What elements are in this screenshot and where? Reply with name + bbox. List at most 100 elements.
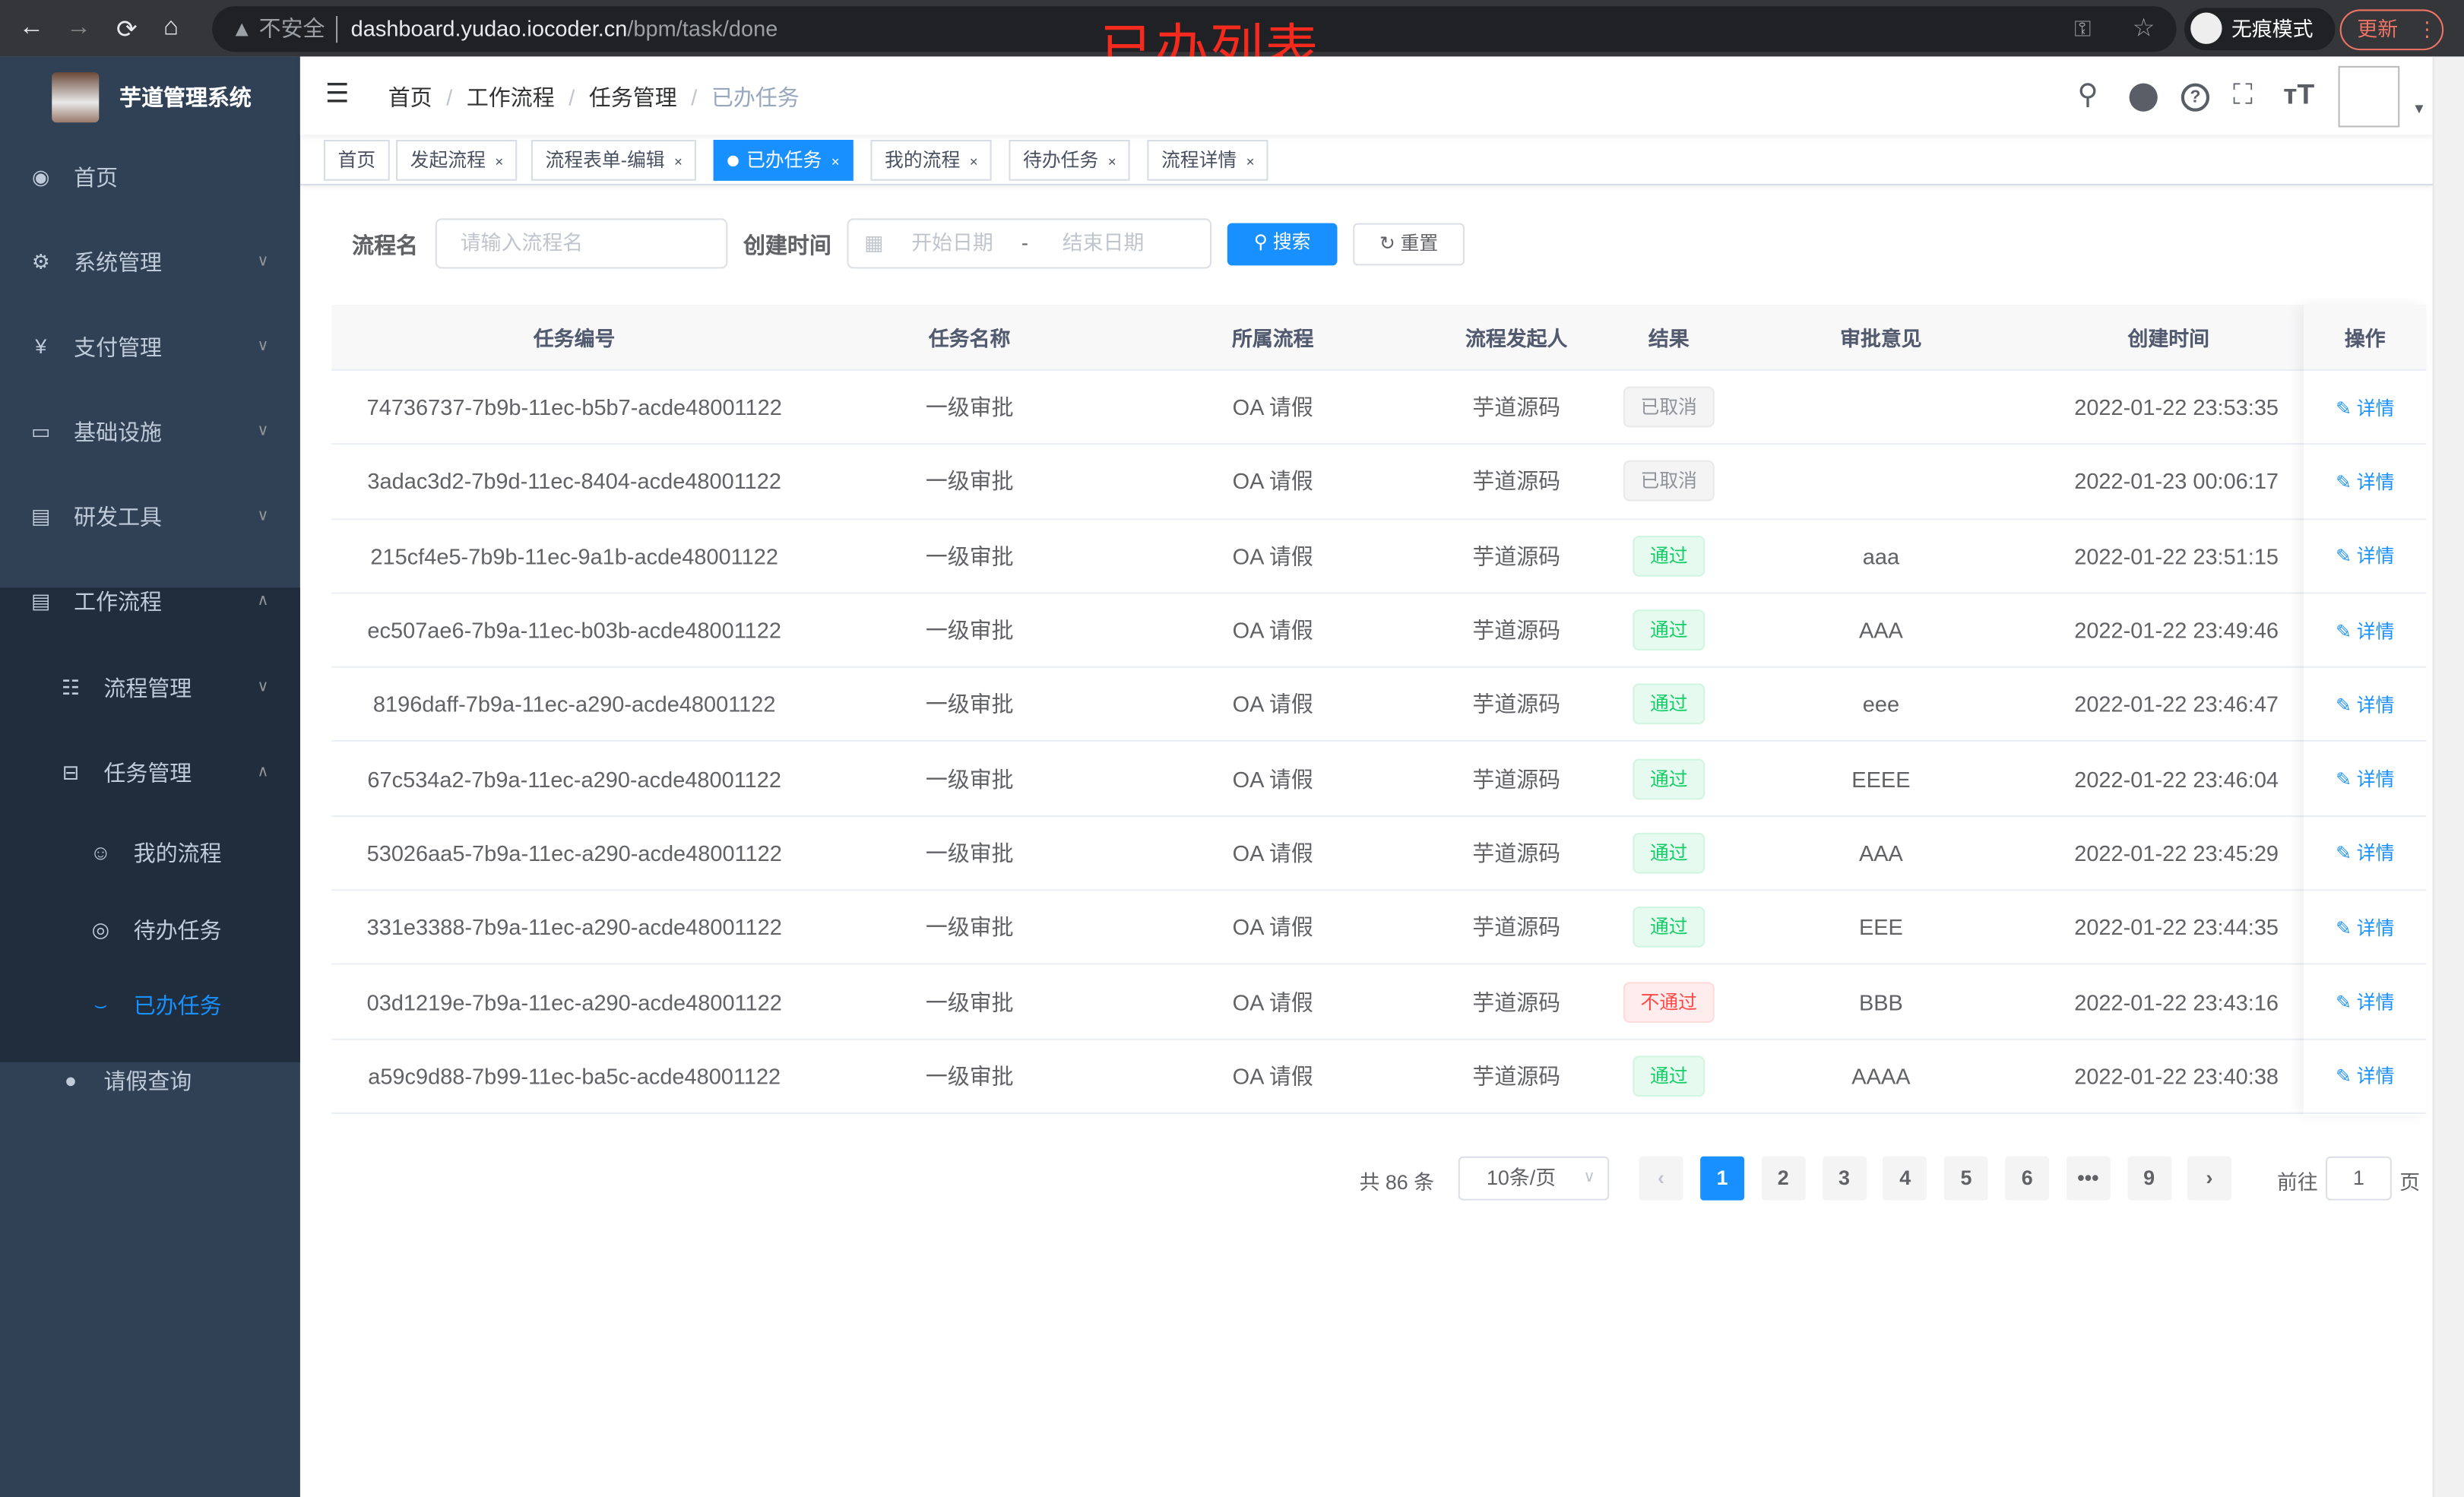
- detail-button[interactable]: ✎ 详情: [2336, 840, 2394, 866]
- edit-icon: ✎: [2336, 397, 2357, 419]
- cell-id: 53026aa5-7b9a-11ec-a290-acde48001122: [331, 817, 817, 890]
- sidebar-item-0[interactable]: ◉ 首页: [0, 140, 300, 215]
- reset-button[interactable]: ↻ 重置: [1353, 223, 1465, 266]
- star-icon[interactable]: ☆: [2132, 15, 2155, 43]
- sidebar-item-6[interactable]: ☷ 流程管理 ∨: [0, 650, 300, 726]
- goto-page-input[interactable]: 1: [2326, 1156, 2392, 1201]
- update-button[interactable]: 更新 ⋮: [2339, 9, 2444, 51]
- close-icon[interactable]: ×: [674, 153, 683, 170]
- sidebar-item-4[interactable]: ▤ 研发工具 ∨: [0, 479, 300, 555]
- help-icon[interactable]: ?: [2181, 83, 2210, 112]
- key-icon[interactable]: ⚿: [2074, 15, 2092, 41]
- avatar[interactable]: [2338, 65, 2400, 128]
- sidebar-item-8[interactable]: ☺ 我的流程: [0, 815, 300, 891]
- cell-name: 一级审批: [817, 371, 1122, 444]
- breadcrumb-item[interactable]: 首页: [388, 84, 432, 110]
- close-icon[interactable]: ×: [969, 153, 978, 170]
- page-button[interactable]: 9: [2127, 1156, 2171, 1201]
- page-button[interactable]: 4: [1883, 1156, 1927, 1201]
- cell-id: 67c534a2-7b9a-11ec-a290-acde48001122: [331, 742, 817, 815]
- font-size-icon[interactable]: тT: [2283, 78, 2315, 110]
- tab-3[interactable]: 已办任务 ×: [713, 140, 854, 181]
- status-badge: 通过: [1633, 758, 1705, 799]
- start-date-placeholder: 开始日期: [911, 230, 993, 255]
- page-button[interactable]: 3: [1822, 1156, 1867, 1201]
- close-icon[interactable]: ×: [1246, 153, 1255, 170]
- forward-icon[interactable]: →: [65, 14, 91, 41]
- cell-comment: EEE: [1728, 891, 2033, 964]
- hamburger-icon[interactable]: ☰: [325, 78, 350, 109]
- address-bar[interactable]: ▲ 不安全 │ dashboard.yudao.iocoder.cn/bpm/t…: [212, 6, 2177, 52]
- goto-label: 前往: [2276, 1170, 2318, 1195]
- back-icon[interactable]: ←: [18, 14, 44, 41]
- cell-name: 一级审批: [817, 668, 1122, 741]
- close-icon[interactable]: ×: [1107, 153, 1116, 170]
- tab-6[interactable]: 流程详情 ×: [1147, 140, 1269, 181]
- sidebar-item-11[interactable]: ● 请假查询: [0, 1043, 300, 1119]
- cell-time: 2022-01-22 23:51:15: [2033, 520, 2304, 593]
- incognito-badge[interactable]: 无痕模式: [2184, 8, 2336, 51]
- sidebar-item-1[interactable]: ⚙ 系统管理 ∨: [0, 225, 300, 300]
- page-button[interactable]: 6: [2005, 1156, 2050, 1201]
- more-pages-button[interactable]: •••: [2066, 1156, 2111, 1201]
- cell-name: 一级审批: [817, 965, 1122, 1038]
- search-icon[interactable]: ⚲: [2077, 78, 2098, 110]
- detail-label: 详情: [2356, 1065, 2395, 1088]
- chevron-down-icon: ∨: [257, 507, 269, 525]
- sidebar-item-label: 已办任务: [133, 992, 222, 1018]
- close-icon[interactable]: ×: [495, 153, 504, 170]
- detail-button[interactable]: ✎ 详情: [2336, 468, 2394, 495]
- sidebar-item-3[interactable]: ▭ 基础设施 ∨: [0, 394, 300, 470]
- detail-button[interactable]: ✎ 详情: [2336, 765, 2394, 792]
- column-header: 结果: [1648, 327, 1690, 351]
- tab-1[interactable]: 发起流程 ×: [396, 140, 518, 181]
- cell-process: OA 请假: [1122, 520, 1424, 593]
- cell-action: ✎ 详情: [2304, 1040, 2426, 1112]
- prev-page-button[interactable]: ‹: [1639, 1156, 1683, 1201]
- page-button[interactable]: 2: [1761, 1156, 1806, 1201]
- page-button[interactable]: 5: [1944, 1156, 1988, 1201]
- detail-button[interactable]: ✎ 详情: [2336, 1062, 2394, 1089]
- caret-down-icon[interactable]: ▼: [2412, 100, 2427, 117]
- close-icon[interactable]: ×: [831, 153, 840, 170]
- date-range-picker[interactable]: ▦ 开始日期 - 结束日期: [847, 218, 1212, 269]
- id-text: 331e3388-7b9a-11ec-a290-acde48001122: [366, 914, 782, 940]
- cell-process: OA 请假: [1122, 445, 1424, 518]
- page-size-select[interactable]: 10条/页 ∨: [1458, 1156, 1610, 1201]
- detail-button[interactable]: ✎ 详情: [2336, 543, 2394, 569]
- toolbox-icon: ▤: [31, 589, 51, 613]
- reload-icon[interactable]: ⟳: [116, 17, 138, 44]
- breadcrumb-item[interactable]: 任务管理: [588, 84, 677, 110]
- status-badge: 已取消: [1623, 460, 1715, 502]
- fullscreen-icon[interactable]: ⛶: [2233, 78, 2253, 110]
- tab-label: 流程详情: [1161, 149, 1237, 172]
- process-name-input[interactable]: 请输入流程名: [435, 218, 728, 269]
- sidebar-item-5[interactable]: ▤ 工作流程 ∧: [0, 564, 300, 639]
- detail-button[interactable]: ✎ 详情: [2336, 914, 2394, 941]
- tab-4[interactable]: 我的流程 ×: [870, 140, 993, 181]
- id-text: 53026aa5-7b9a-11ec-a290-acde48001122: [366, 840, 782, 866]
- page-button[interactable]: 1: [1700, 1156, 1745, 1201]
- detail-button[interactable]: ✎ 详情: [2336, 394, 2394, 420]
- detail-button[interactable]: ✎ 详情: [2336, 691, 2394, 717]
- sidebar-item-10[interactable]: ⌣ 已办任务: [0, 968, 300, 1043]
- tab-2[interactable]: 流程表单-编辑 ×: [530, 140, 697, 181]
- home-icon[interactable]: ⌂: [163, 14, 179, 41]
- detail-button[interactable]: ✎ 详情: [2336, 989, 2394, 1015]
- id-text: 67c534a2-7b9a-11ec-a290-acde48001122: [367, 766, 781, 792]
- page-scrollbar[interactable]: [2432, 56, 2464, 1497]
- time-text: 2022-01-22 23:43:16: [2074, 989, 2279, 1014]
- sidebar-item-9[interactable]: ◎ 待办任务: [0, 892, 300, 967]
- github-icon[interactable]: [2129, 83, 2158, 112]
- next-page-button[interactable]: ›: [2187, 1156, 2231, 1201]
- sidebar-item-2[interactable]: ¥ 支付管理 ∨: [0, 309, 300, 385]
- tab-0[interactable]: 首页: [323, 140, 390, 181]
- tab-5[interactable]: 待办任务 ×: [1009, 140, 1131, 181]
- breadcrumb-item[interactable]: 工作流程: [466, 84, 555, 110]
- tab-label: 首页: [337, 149, 376, 172]
- sidebar-item-7[interactable]: ⊟ 任务管理 ∧: [0, 736, 300, 811]
- detail-button[interactable]: ✎ 详情: [2336, 617, 2394, 644]
- list-icon: ☷: [61, 676, 81, 700]
- process-text: OA 请假: [1232, 766, 1313, 792]
- search-button[interactable]: ⚲ 搜索: [1227, 223, 1338, 266]
